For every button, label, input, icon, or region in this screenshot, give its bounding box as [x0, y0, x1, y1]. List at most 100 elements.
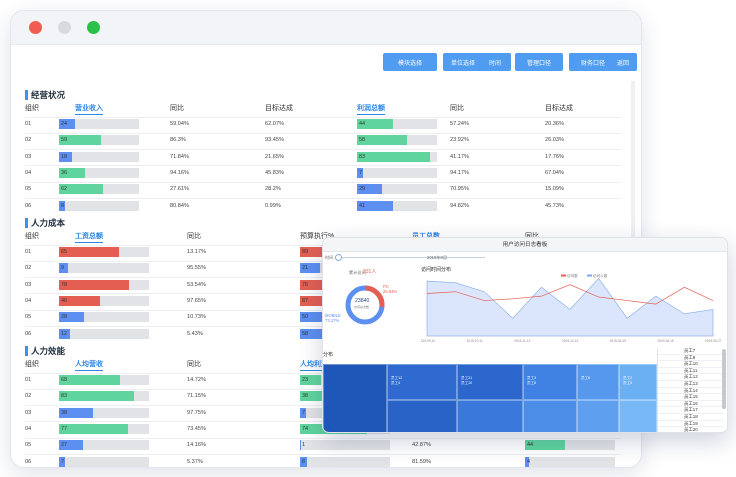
metric-bar-value: 7 — [359, 169, 362, 176]
column-header: 人均利润 — [300, 359, 328, 371]
metric-bar-fill — [357, 200, 393, 211]
metric-bar-value: 7 — [302, 409, 305, 416]
metric-bar: 41 — [357, 200, 437, 211]
metric-bar: 65 — [59, 247, 149, 257]
legend-entry[interactable]: 访问人数 — [593, 273, 608, 278]
employee-list-item[interactable]: 员工11 — [658, 368, 724, 375]
back-button[interactable]: 返回 — [609, 53, 637, 71]
metric-bar-fill — [357, 135, 407, 146]
yoy-cell: 53.54% — [187, 281, 206, 288]
module-select-button[interactable]: 模块选择 — [383, 53, 437, 71]
employee-list-item[interactable]: 员工10 — [658, 361, 724, 368]
employee-list-item[interactable]: 员工14 — [658, 388, 724, 395]
column-header: 同比 — [187, 233, 201, 240]
employee-list-item[interactable]: 员工12 — [658, 374, 724, 381]
column-header: 营业收入 — [75, 103, 103, 115]
window-titlebar — [11, 11, 641, 45]
employee-list-item[interactable]: 员工13 — [658, 381, 724, 388]
employee-list-item[interactable]: 员工20 — [658, 427, 724, 432]
yoy-cell: 80.84% — [170, 202, 189, 209]
treemap-cell[interactable]: 员工12 员工4 — [387, 364, 457, 400]
treemap-cell[interactable] — [323, 364, 387, 432]
metric-bar-value: 77 — [61, 425, 67, 432]
metric-bar-fill — [59, 456, 65, 467]
minimize-window-button[interactable] — [58, 21, 71, 34]
x-tick-label: 2019-06-27 — [705, 339, 721, 343]
metric-bar-value: 8 — [302, 458, 305, 465]
metric-bar: 44 — [525, 440, 615, 451]
finance-scope-button[interactable]: 财务口径 — [569, 53, 617, 71]
time-button[interactable]: 时间 — [479, 53, 511, 71]
metric-bar-value: 44 — [359, 121, 365, 127]
x-tick-label: 2019-09-10 — [421, 339, 436, 343]
management-scope-button[interactable]: 管理口径 — [515, 53, 563, 71]
metric-bar-fill — [59, 119, 75, 129]
column-header: 目标达成 — [265, 105, 293, 112]
yoy-cell: 71.15% — [187, 393, 206, 400]
access-log-dashboard-window: 用户访问日志看板 时间 2019年8月 累计访问 231人 23840 访问总次… — [322, 237, 728, 433]
treemap-cell[interactable]: 员工2 员工5 — [619, 364, 657, 400]
close-window-button[interactable] — [29, 21, 42, 34]
target-cell: 45.83% — [265, 169, 284, 176]
visits-series-area — [426, 277, 714, 337]
page-scrollbar[interactable] — [631, 81, 635, 341]
time-slider-track[interactable] — [335, 257, 485, 258]
metric-bar-fill — [59, 423, 128, 434]
unit-select-button[interactable]: 单位选择 — [443, 53, 483, 71]
metric-bar-fill — [300, 440, 301, 451]
org-cell: 02 — [25, 265, 32, 272]
metric-bar-value: 1 — [302, 442, 305, 449]
employee-list-item[interactable]: 员工17 — [658, 407, 724, 414]
treemap-cell[interactable] — [577, 400, 619, 432]
treemap-cell[interactable] — [619, 400, 657, 432]
pc-label: PC — [383, 284, 389, 289]
yoy-cell: 5.37% — [187, 458, 203, 465]
metric-bar-fill — [59, 312, 84, 323]
time-filter-label: 时间 — [325, 255, 334, 260]
legend-swatch — [561, 274, 566, 277]
treemap-cell[interactable]: 员工3 员工8 — [523, 364, 577, 400]
row-divider — [25, 132, 621, 134]
treemap-cell[interactable]: 员工31 员工10 — [457, 364, 523, 400]
row-divider — [25, 181, 621, 183]
employee-list-item[interactable]: 员工16 — [658, 401, 724, 408]
yoy-cell: 94.82% — [450, 202, 469, 209]
employee-list-scrollbar[interactable] — [722, 349, 726, 409]
metric-bar: 27 — [59, 440, 149, 451]
treemap-cell[interactable] — [523, 400, 577, 432]
employee-list-item[interactable]: 员工7 — [658, 348, 724, 355]
column-header: 组织 — [25, 105, 39, 112]
employee-list-item[interactable]: 员工9 — [658, 355, 724, 362]
metric-bar-value: 41 — [359, 202, 365, 209]
metric-bar-fill — [357, 184, 382, 195]
employee-list-item[interactable]: 员工15 — [658, 394, 724, 401]
metric-bar-value: 58 — [302, 330, 308, 337]
x-tick-label: 2019-12-13 — [562, 339, 579, 343]
treemap-cell[interactable]: 员工6 — [577, 364, 619, 400]
metric-bar-fill — [59, 440, 83, 451]
treemap-cell[interactable] — [457, 400, 523, 432]
metric-bar-value: 8 — [61, 202, 64, 209]
yoy-cell: 86.3% — [170, 137, 186, 144]
org-cell: 06 — [25, 330, 32, 337]
metric-bar-value: 87 — [302, 297, 308, 304]
donut-center-label: 访问总次数 — [354, 305, 370, 309]
time-slider-handle[interactable] — [335, 254, 342, 261]
metric-bar-value: 62 — [61, 186, 67, 193]
org-cell: 06 — [25, 202, 32, 209]
section-title: 经营状况 — [25, 89, 65, 101]
target-cell: 67.04% — [545, 169, 564, 176]
treemap-cell[interactable] — [387, 400, 457, 432]
employee-list-item[interactable]: 员工19 — [658, 421, 724, 428]
target-cell: 0.99% — [265, 202, 281, 209]
employee-list[interactable]: 员工7 员工9 员工10 员工11 员工12 员工13 员工14 员工15 员工16 员工17 员工… — [657, 348, 727, 432]
metric-bar-fill — [59, 407, 93, 418]
employee-list-item[interactable]: 员工18 — [658, 414, 724, 421]
metric-bar-fill — [300, 263, 320, 274]
metric-bar-fill — [59, 391, 134, 402]
target-cell: 93.45% — [265, 137, 284, 144]
yoy-cell: 14.16% — [187, 442, 206, 449]
yoy-cell: 13.17% — [187, 249, 206, 255]
legend-entry[interactable]: 访问数 — [567, 273, 578, 278]
maximize-window-button[interactable] — [87, 21, 100, 34]
